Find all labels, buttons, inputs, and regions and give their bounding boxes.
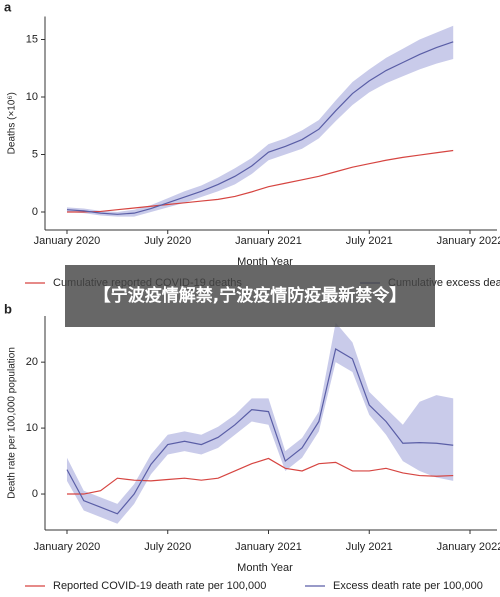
panel-label: a [4, 0, 12, 14]
x-tick-label: January 2022 [437, 235, 500, 247]
y-tick-label: 10 [26, 422, 38, 434]
confidence-band [66, 25, 454, 217]
y-tick-label: 0 [32, 206, 38, 218]
x-tick-label: January 2021 [235, 541, 302, 553]
y-tick-label: 10 [26, 91, 38, 103]
x-tick-label: July 2020 [144, 541, 191, 553]
x-axis-title: Month Year [237, 256, 293, 268]
data-line [66, 348, 454, 515]
data-line [66, 457, 454, 495]
y-tick-label: 5 [32, 148, 38, 160]
y-tick-label: 0 [32, 488, 38, 500]
x-tick-label: July 2021 [346, 235, 393, 247]
confidence-band [66, 322, 454, 524]
x-tick-label: January 2020 [34, 235, 101, 247]
x-tick-label: January 2022 [437, 541, 500, 553]
data-line [66, 41, 454, 215]
x-tick-label: January 2021 [235, 235, 302, 247]
banner: 【宁波疫情解禁,宁波疫情防疫最新禁令】 [65, 265, 435, 327]
x-tick-label: July 2021 [346, 541, 393, 553]
data-line [66, 149, 454, 213]
x-axis-title: Month Year [237, 562, 293, 574]
panel-label: b [4, 301, 12, 316]
legend-label: Excess death rate per 100,000 [333, 580, 483, 592]
x-tick-label: July 2020 [144, 235, 191, 247]
y-tick-label: 20 [26, 356, 38, 368]
y-axis-title: Deaths (×10⁶) [7, 92, 18, 154]
x-tick-label: January 2020 [34, 541, 101, 553]
legend-label: Reported COVID-19 death rate per 100,000 [53, 580, 266, 592]
y-axis-title: Death rate per 100,000 population [7, 347, 18, 499]
y-tick-label: 15 [26, 33, 38, 45]
